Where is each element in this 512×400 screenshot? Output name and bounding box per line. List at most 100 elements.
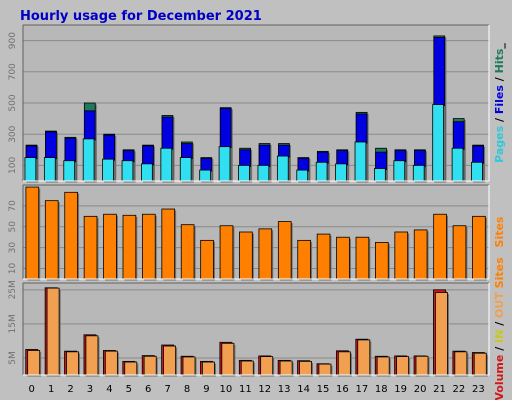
bottom-tick-label: 25M bbox=[8, 280, 18, 299]
pages-bar bbox=[374, 168, 387, 183]
out-bar bbox=[66, 351, 81, 377]
sites-bar bbox=[277, 221, 293, 281]
sites-bar bbox=[142, 213, 157, 281]
x-tick-label: 12 bbox=[258, 384, 271, 395]
top-tick-label: 700 bbox=[8, 63, 18, 80]
x-tick-label: 6 bbox=[145, 384, 151, 395]
x-tick-label: 20 bbox=[414, 384, 427, 395]
top-tick-label: 100 bbox=[8, 157, 18, 174]
sites-bar bbox=[413, 229, 429, 281]
pages-bar bbox=[121, 160, 135, 183]
sites-bar bbox=[258, 228, 274, 281]
sites-bar bbox=[433, 213, 448, 281]
x-tick-label: 7 bbox=[164, 384, 170, 395]
bottom-legend-item: / bbox=[493, 343, 506, 355]
pages-bar bbox=[63, 160, 77, 183]
bottom-tick-label: 15M bbox=[8, 314, 18, 333]
pages-bar bbox=[238, 164, 251, 183]
top-legend-item: Hits bbox=[493, 48, 506, 73]
sites-bar bbox=[375, 242, 390, 281]
chart-title: Hourly usage for December 2021 bbox=[20, 9, 262, 24]
sites-bar bbox=[472, 215, 487, 281]
out-bar bbox=[473, 352, 488, 377]
x-tick-label: 11 bbox=[239, 384, 252, 395]
sites-bar bbox=[103, 213, 118, 281]
top-legend: Pages / Files / Hits_ bbox=[493, 43, 506, 163]
sites-bar bbox=[355, 236, 371, 281]
out-bar bbox=[104, 350, 119, 377]
out-bar bbox=[240, 360, 255, 377]
x-tick-label: 23 bbox=[472, 384, 485, 395]
x-tick-label: 16 bbox=[336, 384, 349, 395]
pages-bar bbox=[179, 157, 193, 183]
sites-bar bbox=[44, 200, 60, 281]
bottom-plot-area bbox=[23, 283, 489, 375]
pages-bar bbox=[257, 164, 271, 183]
bottom-tick-label: 5M bbox=[8, 351, 18, 365]
out-bar bbox=[182, 356, 197, 377]
pages-bar bbox=[82, 138, 96, 183]
out-bar bbox=[221, 342, 236, 377]
bottom-legend-item: / bbox=[493, 318, 506, 330]
out-bar bbox=[143, 355, 158, 377]
out-bar bbox=[396, 356, 411, 377]
x-tick-label: 22 bbox=[453, 384, 466, 395]
x-tick-label: 1 bbox=[48, 384, 54, 395]
sites-bar bbox=[122, 214, 138, 281]
x-tick-label: 5 bbox=[126, 384, 132, 395]
x-tick-label: 19 bbox=[394, 384, 407, 395]
pages-bar bbox=[335, 163, 348, 183]
pages-bar bbox=[102, 158, 115, 183]
sites-bar bbox=[394, 231, 410, 281]
pages-bar bbox=[43, 157, 57, 183]
sites-bar bbox=[239, 231, 254, 281]
pages-bar bbox=[432, 104, 446, 183]
middle-legend: Sites bbox=[493, 216, 506, 247]
out-bar bbox=[337, 351, 352, 377]
x-tick-label: 3 bbox=[87, 384, 93, 395]
top-tick-label: 900 bbox=[8, 32, 18, 49]
middle-tick-label: 70 bbox=[8, 200, 18, 212]
out-bar bbox=[260, 356, 275, 377]
pages-bar bbox=[471, 161, 484, 183]
pages-bar bbox=[393, 160, 407, 183]
pages-bar bbox=[160, 147, 174, 183]
out-bar bbox=[46, 287, 61, 377]
pages-bar bbox=[218, 146, 232, 183]
sites-bar bbox=[64, 191, 80, 281]
out-bar bbox=[299, 360, 314, 377]
x-tick-label: 14 bbox=[297, 384, 310, 395]
bottom-legend-item: IN bbox=[493, 330, 506, 343]
x-tick-label: 4 bbox=[106, 384, 112, 395]
x-tick-label: 9 bbox=[203, 384, 209, 395]
out-bar bbox=[279, 360, 294, 377]
bottom-legend-item: OUT bbox=[493, 292, 506, 318]
sites-bar bbox=[219, 225, 235, 281]
middle-legend-item: Sites bbox=[493, 216, 506, 247]
out-bar bbox=[85, 335, 100, 377]
bottom-legend-item: Sites bbox=[493, 257, 506, 288]
out-bar bbox=[415, 355, 430, 377]
pages-bar bbox=[141, 163, 154, 183]
top-legend-item: / bbox=[493, 73, 506, 85]
sites-bar bbox=[83, 215, 99, 281]
bottom-legend-item: Volume bbox=[493, 355, 506, 400]
middle-tick-label: 10 bbox=[8, 263, 18, 275]
out-bar bbox=[435, 292, 449, 377]
out-bar bbox=[357, 339, 372, 377]
out-bar bbox=[202, 361, 216, 377]
top-tick-label: 500 bbox=[8, 94, 18, 111]
x-tick-label: 0 bbox=[29, 384, 35, 395]
top-legend-item: Pages bbox=[493, 125, 506, 163]
middle-plot-area bbox=[23, 185, 489, 279]
x-tick-label: 10 bbox=[220, 384, 233, 395]
sites-bar bbox=[161, 208, 177, 281]
pages-bar bbox=[451, 147, 465, 183]
top-legend-item: / bbox=[493, 114, 506, 126]
x-tick-label: 17 bbox=[355, 384, 368, 395]
sites-bar bbox=[336, 236, 351, 281]
sites-bar bbox=[180, 224, 196, 281]
top-legend-item: Files bbox=[493, 85, 506, 115]
